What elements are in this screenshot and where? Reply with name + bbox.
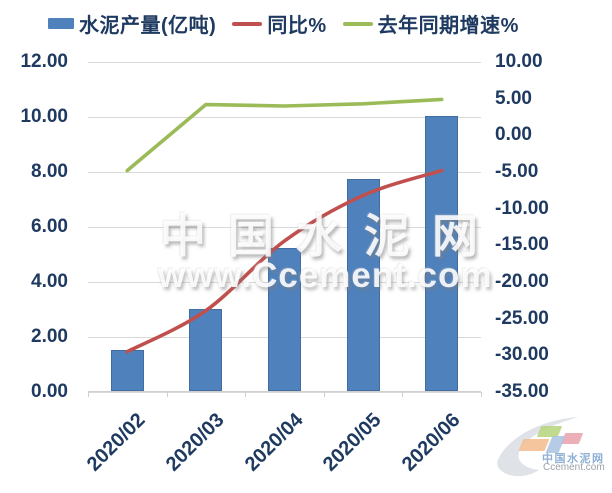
logo-swoosh-icon	[497, 416, 582, 477]
gridline	[88, 61, 481, 63]
left-axis-tick: 4.00	[31, 271, 68, 292]
gridline	[88, 391, 481, 393]
legend-item-cement-output: 水泥产量(亿吨)	[48, 9, 216, 38]
right-axis-tick: -30.00	[495, 344, 549, 366]
gridline	[88, 116, 481, 118]
x-axis-tick	[166, 392, 168, 397]
legend-label: 水泥产量(亿吨)	[79, 15, 217, 37]
gridline	[88, 226, 481, 228]
right-axis-tick: 0.00	[495, 124, 532, 146]
x-axis-tick	[245, 392, 247, 397]
bar	[268, 248, 301, 391]
left-axis-tick: 6.00	[31, 216, 68, 237]
watermark-title: 中国水泥网	[160, 210, 500, 262]
last-year-growth-line	[125, 97, 444, 173]
bar	[189, 308, 223, 391]
right-axis-tick: -15.00	[495, 234, 549, 256]
bar	[346, 179, 380, 391]
gridline	[88, 171, 481, 173]
right-axis-tick: 5.00	[495, 87, 532, 109]
ccement-logo: 中国水泥网 Ccement.com	[492, 400, 612, 492]
x-axis-label: 2020/06	[397, 409, 465, 476]
x-axis-label: 2020/04	[240, 409, 308, 476]
legend-item-last-year-growth: 去年同期增速%	[342, 9, 519, 38]
left-axis: 12.00 10.00 8.00 6.00 4.00 2.00 0.00	[0, 0, 68, 493]
legend-item-yoy: 同比%	[232, 9, 326, 38]
logo-title: 中国水泥网	[542, 453, 605, 465]
right-axis-tick: -5.00	[495, 161, 539, 182]
legend-label: 同比%	[267, 15, 327, 37]
left-axis-tick: 2.00	[31, 326, 68, 347]
right-axis: 10.00 5.00 0.00 -5.00 -10.00 -15.00 -20.00 -25.…	[495, 0, 575, 493]
x-axis-label: 2020/05	[318, 409, 386, 476]
line-swatch-icon	[342, 21, 373, 26]
x-axis-tick	[88, 392, 89, 397]
right-axis-tick: -35.00	[495, 381, 549, 402]
yoy-line	[125, 168, 444, 354]
left-axis-tick: 0.00	[31, 381, 68, 402]
left-axis-tick: 8.00	[31, 161, 68, 182]
x-axis-tick	[323, 392, 325, 397]
x-axis-tick	[481, 392, 482, 397]
plot-area	[88, 61, 482, 397]
x-axis-tick	[402, 392, 404, 397]
x-axis-label: 2020/03	[161, 409, 229, 476]
legend: 水泥产量(亿吨) 同比% 去年同期增速%	[48, 9, 519, 38]
right-axis-tick: -10.00	[495, 197, 549, 219]
logo-subtitle: Ccement.com	[543, 462, 605, 473]
right-axis-tick: -25.00	[495, 307, 549, 329]
x-axis-line	[88, 391, 481, 392]
right-axis-tick: 10.00	[495, 51, 543, 72]
bar-swatch-icon	[48, 18, 74, 29]
left-axis-tick: 10.00	[20, 106, 68, 127]
line-series-layer	[125, 97, 444, 354]
watermark-url: www.Ccement.com	[158, 256, 493, 295]
bar	[425, 116, 459, 391]
left-axis-tick: 12.00	[20, 51, 68, 72]
legend-label: 去年同期增速%	[377, 15, 519, 37]
x-axis-label: 2020/02	[83, 409, 150, 476]
right-axis-tick: -20.00	[495, 271, 549, 292]
line-swatch-icon	[232, 21, 263, 26]
